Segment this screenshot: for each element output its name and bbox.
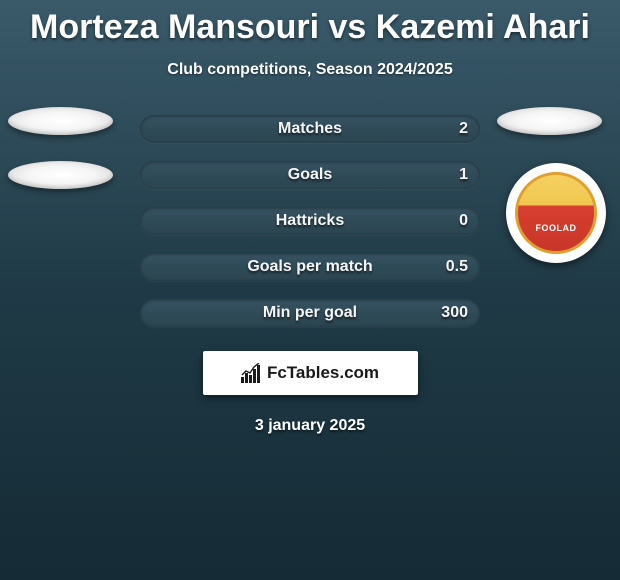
right-badges xyxy=(497,107,602,135)
subtitle: Club competitions, Season 2024/2025 xyxy=(0,61,620,79)
player2-club-logo: FOOLAD xyxy=(506,163,606,263)
stat-label: Min per goal xyxy=(263,304,357,322)
stat-row-hattricks: Hattricks 0 xyxy=(140,207,480,235)
stat-label: Goals xyxy=(288,166,332,184)
stat-label: Goals per match xyxy=(247,258,372,276)
date-text: 3 january 2025 xyxy=(0,417,620,435)
stat-row-goals: Goals 1 xyxy=(140,161,480,189)
stat-value-right: 1 xyxy=(459,166,468,184)
stat-row-goals-per-match: Goals per match 0.5 xyxy=(140,253,480,281)
stat-value-right: 2 xyxy=(459,120,468,138)
stat-row-min-per-goal: Min per goal 300 xyxy=(140,299,480,327)
content-area: FOOLAD Matches 2 Goals 1 Hattricks 0 Goa… xyxy=(0,115,620,435)
stat-label: Matches xyxy=(278,120,342,138)
player1-club-badge-placeholder xyxy=(8,161,113,189)
brand-box[interactable]: FcTables.com xyxy=(203,351,418,395)
foolad-logo-icon: FOOLAD xyxy=(515,172,597,254)
stat-value-right: 300 xyxy=(441,304,468,322)
club-logo-text: FOOLAD xyxy=(536,223,577,233)
stat-value-right: 0.5 xyxy=(446,258,468,276)
stat-value-right: 0 xyxy=(459,212,468,230)
stat-rows: Matches 2 Goals 1 Hattricks 0 Goals per … xyxy=(140,115,480,327)
left-badges xyxy=(8,107,113,189)
stat-row-matches: Matches 2 xyxy=(140,115,480,143)
page-title: Morteza Mansouri vs Kazemi Ahari xyxy=(0,0,620,47)
stat-label: Hattricks xyxy=(276,212,344,230)
brand-text: FcTables.com xyxy=(267,363,379,383)
player2-badge-placeholder xyxy=(497,107,602,135)
player1-badge-placeholder xyxy=(8,107,113,135)
fctables-logo-icon xyxy=(241,363,263,383)
